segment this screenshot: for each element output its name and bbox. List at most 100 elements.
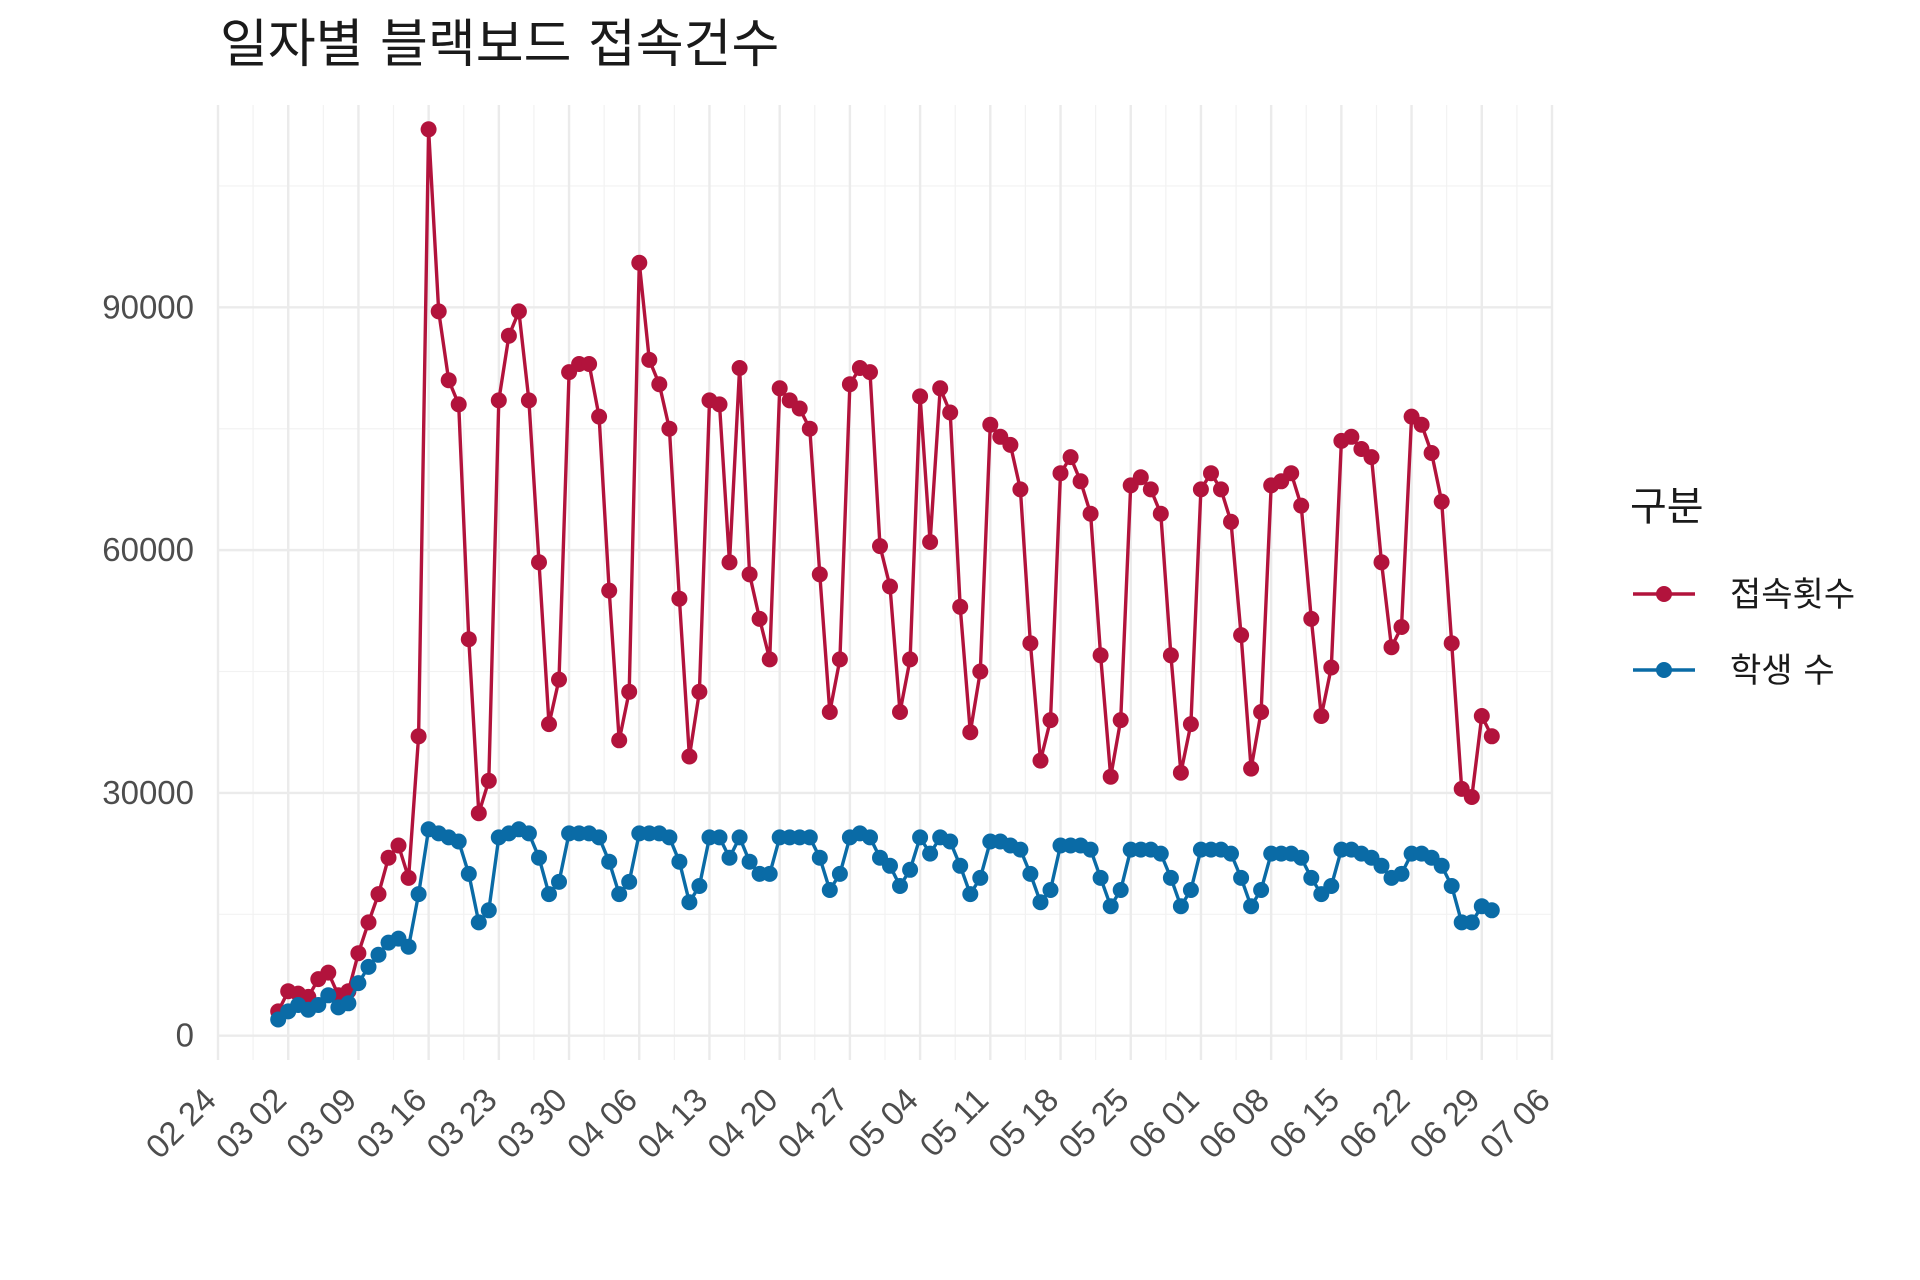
data-point-1 — [671, 853, 688, 870]
data-point-1 — [1393, 865, 1410, 882]
data-point-1 — [721, 849, 738, 866]
data-point-0 — [972, 663, 989, 680]
data-point-0 — [1052, 465, 1069, 482]
data-point-1 — [972, 869, 989, 886]
x-tick-label: 05 11 — [912, 1081, 995, 1164]
legend-key-dot — [1656, 662, 1672, 678]
data-point-1 — [320, 987, 337, 1004]
data-point-0 — [912, 388, 929, 405]
x-tick-label: 06 08 — [1192, 1081, 1277, 1166]
legend-title: 구분 — [1630, 484, 1704, 530]
data-point-1 — [470, 914, 487, 931]
data-point-0 — [1413, 416, 1430, 433]
data-point-0 — [681, 748, 698, 765]
data-point-1 — [1443, 878, 1460, 894]
x-tick-label: 05 25 — [1051, 1081, 1136, 1166]
data-point-0 — [1072, 473, 1089, 490]
data-point-0 — [1433, 493, 1450, 510]
data-point-1 — [1182, 882, 1199, 898]
data-point-1 — [1323, 878, 1340, 894]
data-point-0 — [1343, 428, 1360, 445]
data-point-1 — [1243, 898, 1260, 915]
data-point-0 — [1082, 505, 1099, 522]
data-point-1 — [952, 857, 969, 874]
data-point-0 — [841, 376, 858, 393]
data-point-0 — [1002, 436, 1019, 453]
data-point-0 — [932, 380, 949, 397]
data-point-1 — [1162, 869, 1179, 886]
data-point-1 — [892, 878, 908, 894]
data-point-0 — [801, 420, 818, 437]
data-point-0 — [460, 631, 477, 648]
data-point-0 — [440, 372, 457, 389]
data-point-0 — [831, 651, 848, 668]
data-point-1 — [360, 958, 377, 975]
data-point-0 — [862, 364, 878, 381]
data-point-0 — [1192, 481, 1209, 498]
data-point-1 — [681, 894, 698, 911]
data-point-0 — [902, 651, 919, 668]
data-point-0 — [1132, 469, 1149, 486]
data-point-1 — [1373, 857, 1390, 874]
data-point-0 — [1393, 619, 1410, 635]
data-point-0 — [581, 356, 598, 372]
data-point-1 — [691, 878, 708, 894]
data-point-0 — [771, 380, 788, 397]
data-point-0 — [711, 396, 728, 413]
data-point-0 — [1383, 639, 1400, 656]
data-point-0 — [1112, 712, 1129, 729]
data-point-0 — [611, 732, 628, 749]
data-point-1 — [541, 886, 557, 903]
series-0 — [270, 121, 1500, 1020]
y-tick-label: 60000 — [102, 531, 194, 568]
data-point-0 — [390, 837, 407, 854]
legend-key-dot — [1656, 586, 1672, 602]
data-point-1 — [340, 995, 357, 1012]
data-point-0 — [1443, 635, 1460, 652]
data-point-0 — [1152, 505, 1169, 522]
data-point-0 — [621, 683, 638, 700]
legend-label-connections: 접속횟수 — [1730, 575, 1855, 615]
data-point-0 — [450, 396, 467, 413]
data-point-1 — [922, 845, 939, 862]
x-tick-label: 02 24 — [138, 1081, 223, 1166]
data-point-1 — [551, 873, 567, 890]
data-point-1 — [400, 938, 417, 955]
data-point-1 — [1233, 869, 1250, 886]
data-point-0 — [1283, 465, 1300, 482]
data-point-0 — [952, 598, 969, 615]
y-tick-label: 30000 — [102, 774, 194, 811]
data-point-1 — [310, 997, 327, 1013]
data-point-0 — [691, 683, 708, 700]
data-point-0 — [1012, 481, 1029, 498]
data-point-1 — [450, 833, 467, 850]
data-point-0 — [531, 554, 547, 571]
x-tick-label: 03 09 — [279, 1081, 364, 1166]
data-point-0 — [631, 254, 648, 271]
data-point-0 — [1423, 445, 1440, 461]
data-point-0 — [360, 914, 377, 931]
data-point-1 — [862, 829, 878, 846]
data-point-0 — [420, 121, 437, 138]
data-point-1 — [1102, 898, 1119, 915]
x-tick-label: 06 29 — [1402, 1081, 1487, 1166]
data-point-1 — [1223, 845, 1239, 862]
data-point-1 — [1293, 849, 1310, 866]
legend-item-connections: 접속횟수 — [1633, 575, 1855, 615]
data-point-1 — [1092, 869, 1109, 886]
data-point-0 — [320, 964, 337, 981]
data-point-0 — [1032, 752, 1049, 769]
data-point-0 — [1142, 481, 1159, 498]
data-point-0 — [641, 351, 658, 368]
data-point-0 — [400, 869, 417, 886]
data-point-0 — [1022, 635, 1039, 652]
data-point-0 — [1213, 481, 1229, 498]
data-point-1 — [460, 865, 477, 882]
data-point-0 — [1172, 764, 1189, 781]
data-point-0 — [601, 582, 618, 599]
x-tick-label: 04 27 — [770, 1081, 855, 1166]
y-tick-label: 90000 — [102, 288, 194, 325]
x-tick-label: 06 15 — [1262, 1081, 1347, 1166]
